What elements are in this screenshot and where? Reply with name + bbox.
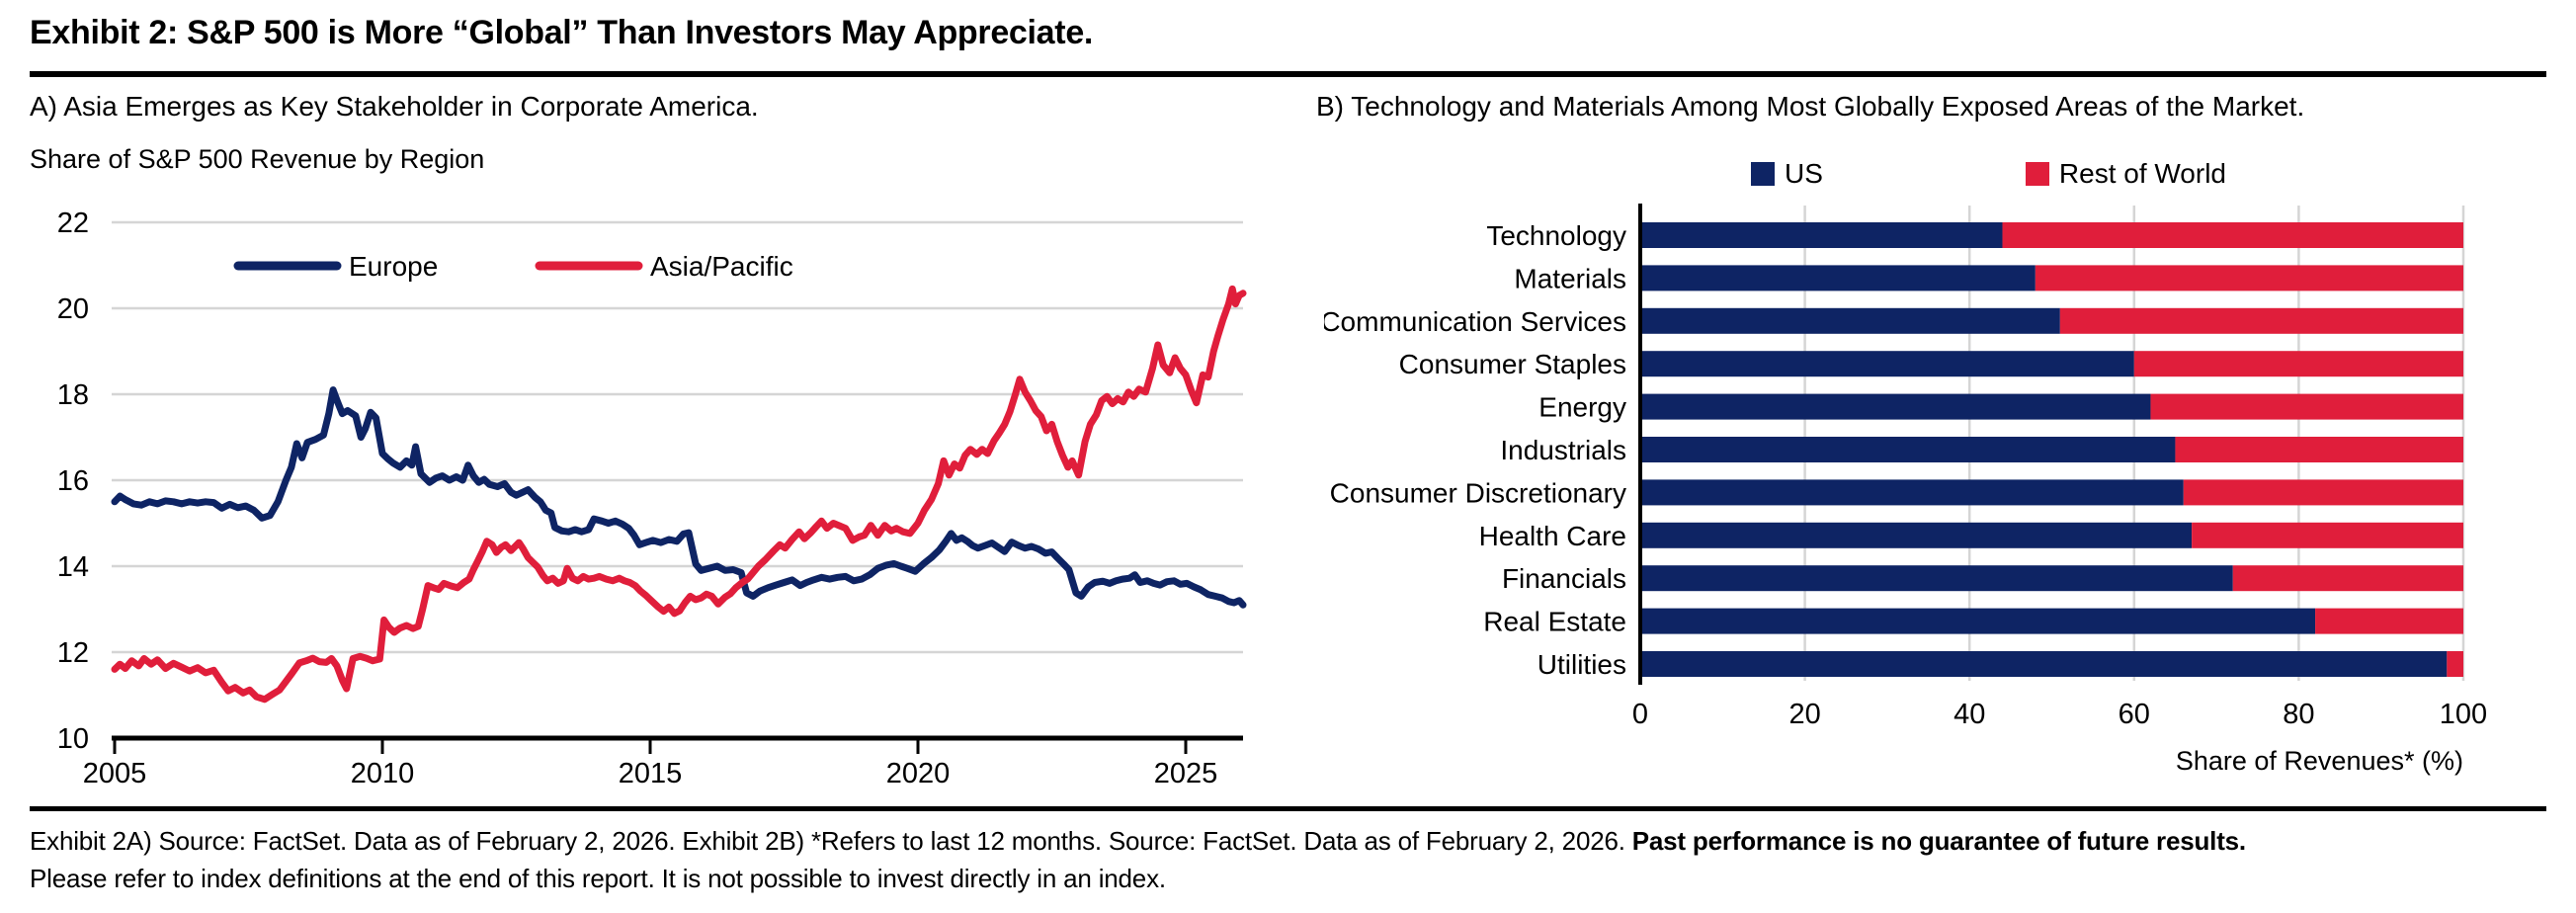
x-tick-label: 2005 [83, 758, 147, 789]
y-tick-label: 14 [57, 551, 89, 583]
x-tick-label: 2020 [886, 758, 951, 789]
rest-of-world-bar-consumer-discretionary [2183, 479, 2463, 506]
x-tick-label: 40 [1953, 699, 1985, 730]
rest-of-world-bar-real-estate [2315, 608, 2463, 634]
rest-of-world-bar-financials [2232, 565, 2463, 592]
line-chart-title: Share of S&P 500 Revenue by Region [30, 144, 485, 174]
rest-of-world-bar-industrials [2175, 437, 2463, 462]
x-tick-label: 2010 [351, 758, 415, 789]
category-label-utilities: Utilities [1537, 649, 1626, 680]
us-bar-materials [1640, 265, 2036, 291]
category-label-energy: Energy [1538, 392, 1626, 423]
stacked-bar-chart: 0 20 40 60 80 100 Technology Materials Communica… [1324, 204, 2487, 730]
legend-item-us: US [1751, 158, 1823, 190]
exhibit-title: Exhibit 2: S&P 500 is More “Global” Than… [30, 14, 1094, 51]
x-tick-label: 2015 [619, 758, 683, 789]
bar-chart-legend: US Rest of World [1751, 158, 2226, 190]
rest-of-world-legend-label: Rest of World [2058, 158, 2226, 189]
footer-past-performance-note: Past performance is no guarantee of futu… [1631, 826, 2246, 856]
us-bar-technology [1640, 222, 2003, 248]
asia-pacific-line-series [111, 285, 1247, 704]
legend-item-rest-of-world: Rest of World [2025, 158, 2226, 190]
y-tick-label: 10 [57, 723, 89, 755]
rest-of-world-bar-communication-services [2059, 307, 2463, 334]
us-bar-communication-services [1640, 307, 2060, 334]
europe-line-series [111, 386, 1247, 609]
us-bar-financials [1640, 565, 2233, 592]
footer-source-normal: Exhibit 2A) Source: FactSet. Data as of … [30, 826, 1632, 856]
category-label-industrials: Industrials [1500, 435, 1626, 465]
y-tick-label: 16 [57, 465, 89, 497]
x-tick-label: 0 [1632, 699, 1648, 730]
us-bar-utilities [1640, 651, 2448, 677]
us-bar-real-estate [1640, 608, 2316, 634]
category-label-health-care: Health Care [1479, 521, 1626, 551]
us-bar-industrials [1640, 437, 2176, 462]
panel-b-label: B) Technology and Materials Among Most G… [1316, 91, 2305, 122]
x-tick-label: 100 [2440, 699, 2487, 730]
us-bar-energy [1640, 393, 2151, 420]
category-label-financials: Financials [1502, 563, 1626, 594]
category-label-technology: Technology [1486, 220, 1626, 251]
category-label-consumer-discretionary: Consumer Discretionary [1330, 477, 1626, 508]
asia-pacific-legend-label: Asia/Pacific [650, 251, 793, 282]
footer-source-text: Exhibit 2A) Source: FactSet. Data as of … [30, 826, 2246, 857]
y-tick-label: 20 [57, 293, 89, 325]
x-tick-label: 80 [2283, 699, 2314, 730]
y-tick-label: 12 [57, 637, 89, 669]
us-bar-consumer-discretionary [1640, 479, 2184, 506]
us-legend-swatch [1751, 162, 1775, 186]
category-label-materials: Materials [1514, 263, 1626, 293]
europe-legend-label: Europe [349, 251, 438, 282]
title-divider [30, 71, 2546, 77]
bar-chart-x-axis-title: Share of Revenues* (%) [2175, 746, 2463, 776]
rest-of-world-bar-consumer-staples [2133, 351, 2463, 377]
us-bar-health-care [1640, 522, 2193, 548]
category-label-consumer-staples: Consumer Staples [1399, 349, 1626, 379]
x-tick-label: 2025 [1154, 758, 1218, 789]
x-tick-label: 60 [2119, 699, 2150, 730]
footer-divider [30, 806, 2546, 811]
footer-disclaimer-text: Please refer to index definitions at the… [30, 864, 1166, 893]
us-bar-consumer-staples [1640, 351, 2134, 377]
rest-of-world-bar-materials [2035, 265, 2463, 291]
panel-a-label: A) Asia Emerges as Key Stakeholder in Co… [30, 91, 759, 122]
rest-of-world-bar-technology [2002, 222, 2463, 248]
category-label-communication-services: Communication Services [1324, 306, 1626, 337]
rest-of-world-legend-swatch [2025, 162, 2049, 186]
us-legend-label: US [1785, 158, 1823, 189]
line-chart: 10 12 14 16 18 20 22 2005 2010 2015 2020 2025 Europe… [57, 208, 1247, 789]
y-tick-label: 18 [57, 379, 89, 411]
y-tick-label: 22 [57, 208, 89, 239]
rest-of-world-bar-energy [2150, 393, 2463, 420]
category-label-real-estate: Real Estate [1483, 607, 1626, 637]
rest-of-world-bar-utilities [2447, 651, 2463, 677]
rest-of-world-bar-health-care [2192, 522, 2463, 548]
x-tick-label: 20 [1788, 699, 1820, 730]
